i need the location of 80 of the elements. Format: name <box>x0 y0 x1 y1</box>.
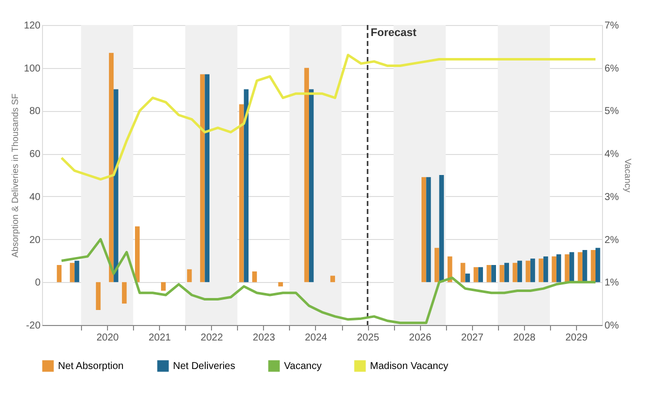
bar <box>422 177 426 282</box>
y-tick-label: 20 <box>29 234 41 246</box>
bar <box>56 265 62 282</box>
x-tick-label: 2021 <box>148 332 172 344</box>
bar <box>278 282 283 286</box>
bar <box>504 262 510 282</box>
bar <box>74 260 80 282</box>
line-series <box>60 54 597 181</box>
y2-tick-label: 0% <box>604 320 620 332</box>
y2-tick-label: 4% <box>604 149 620 160</box>
x-tick-label: 2029 <box>565 332 588 344</box>
legend-label: Net Absorption <box>58 361 124 372</box>
y-tick-label: 60 <box>29 149 41 160</box>
bar <box>530 258 536 282</box>
bar <box>556 254 562 282</box>
bar <box>114 89 118 282</box>
bar <box>569 252 574 282</box>
x-tick-label: 2024 <box>304 332 328 344</box>
bar <box>108 52 114 282</box>
legend-label: Madison Vacancy <box>370 361 448 372</box>
x-tick-label: 2020 <box>96 332 120 344</box>
bar <box>595 248 600 282</box>
bar <box>252 271 257 282</box>
bar <box>486 265 492 282</box>
bar <box>187 269 192 282</box>
line-series <box>60 238 597 324</box>
bar <box>244 89 249 282</box>
x-tick-label: 2027 <box>461 332 484 344</box>
y-tick-label: 120 <box>24 20 41 32</box>
bar <box>330 276 336 282</box>
x-tick-label: 2028 <box>513 332 536 344</box>
y2-tick-label: 6% <box>604 63 620 74</box>
bar <box>70 262 75 282</box>
bar <box>239 104 244 282</box>
y-tick-label: 0 <box>34 278 41 289</box>
bar <box>465 274 470 282</box>
y2-tick-label: 7% <box>604 20 620 32</box>
bar <box>526 260 530 282</box>
x-tick-label: 2025 <box>356 332 380 344</box>
y-tick-label: 40 <box>29 192 41 203</box>
bar <box>500 265 504 282</box>
bar <box>578 252 582 282</box>
bar <box>134 226 140 282</box>
bar <box>426 177 431 282</box>
bar <box>122 282 127 304</box>
ref-line-label: Forecast <box>370 27 417 39</box>
y-tick-label: 80 <box>29 106 41 118</box>
y2-tick-label: 1% <box>604 278 620 289</box>
bar <box>474 267 478 282</box>
bar <box>204 74 210 282</box>
bar <box>582 250 588 282</box>
bar <box>161 282 166 291</box>
legend-label: Net Deliveries <box>173 361 236 372</box>
y-tick-label: -20 <box>26 320 41 332</box>
y2-tick-label: 3% <box>604 192 620 203</box>
bar <box>564 254 570 282</box>
y2-tick-label: 2% <box>604 234 620 246</box>
y-axis-title: Absorption & Deliveries in Thousands SF <box>10 93 20 258</box>
y2-tick-label: 5% <box>604 106 620 118</box>
bar <box>439 175 444 282</box>
y2-axis-title: Vacancy <box>622 158 633 193</box>
x-tick-label: 2022 <box>200 332 224 344</box>
bar <box>308 89 314 282</box>
bar <box>434 248 440 282</box>
bar <box>552 256 556 282</box>
bar <box>460 262 466 282</box>
bar <box>200 74 205 282</box>
bar <box>304 68 309 282</box>
x-tick-label: 2026 <box>409 332 432 344</box>
bar <box>538 258 544 282</box>
x-tick-label: 2023 <box>252 332 276 344</box>
bar <box>96 282 101 310</box>
legend-label: Vacancy <box>284 361 322 372</box>
bar <box>543 256 548 282</box>
bar <box>590 250 596 282</box>
bar <box>491 265 496 282</box>
bar <box>517 260 522 282</box>
bar <box>478 267 483 282</box>
y-tick-label: 100 <box>24 63 41 74</box>
bar <box>512 262 518 282</box>
